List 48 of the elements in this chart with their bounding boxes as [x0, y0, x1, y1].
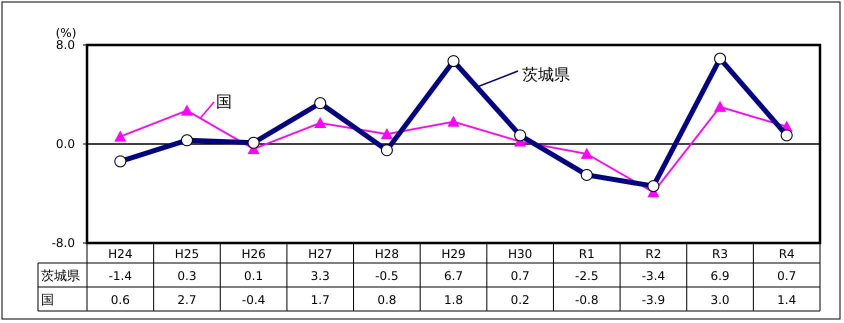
x-tick-label: R1: [578, 247, 595, 261]
x-tick-label: R2: [645, 247, 662, 261]
x-tick-label: H25: [174, 247, 200, 261]
legend-label: 国: [216, 92, 232, 111]
y-tick-label: -8.0: [52, 236, 75, 250]
y-axis-title: (%): [56, 26, 76, 40]
x-tick-label: H29: [441, 247, 466, 261]
data-label: 1.7: [310, 293, 330, 307]
point: [314, 116, 326, 128]
y-tick-label: 8.0: [56, 38, 75, 52]
data-label: 3.3: [310, 269, 330, 283]
x-tick-label: H28: [374, 247, 400, 261]
legend-label: 茨城県: [522, 65, 570, 84]
x-tick-label: H24: [108, 247, 132, 261]
data-label: -3.9: [642, 293, 666, 307]
data-label: 1.8: [444, 293, 464, 307]
data-label: 6.7: [444, 269, 464, 283]
data-label: 0.7: [777, 269, 796, 283]
text: 茨城県: [41, 269, 80, 284]
x-tick-label: H30: [508, 247, 532, 261]
point: [448, 116, 460, 127]
x-tick-label: R3: [712, 247, 728, 261]
data-label: 0.6: [110, 293, 130, 307]
point: [580, 148, 593, 159]
data-label: 1.4: [777, 293, 796, 307]
data-label: 6.9: [710, 269, 730, 283]
data-label: -0.4: [242, 293, 266, 307]
data-label: 2.7: [177, 293, 196, 307]
point: [714, 100, 726, 112]
data-label: 0.1: [244, 269, 264, 283]
point: [180, 104, 193, 116]
data-label: 0.8: [377, 293, 396, 307]
data-label: 3.0: [710, 293, 730, 307]
data-label: 0.2: [510, 293, 530, 307]
x-tick-label: H27: [308, 247, 332, 261]
x-tick-label: R4: [778, 247, 795, 261]
data-label: -2.5: [575, 269, 598, 283]
data-label: -0.8: [575, 293, 598, 307]
point: [380, 128, 393, 140]
data-label: -3.4: [642, 269, 666, 283]
data-label: -1.4: [108, 269, 132, 283]
text: 国: [41, 293, 54, 308]
data-label: 0.3: [177, 269, 196, 283]
y-tick-label: 0.0: [56, 137, 75, 151]
data-label: 0.7: [510, 269, 530, 283]
point: [114, 130, 126, 142]
data-label: -0.5: [375, 269, 399, 283]
x-tick-label: H26: [241, 247, 266, 261]
